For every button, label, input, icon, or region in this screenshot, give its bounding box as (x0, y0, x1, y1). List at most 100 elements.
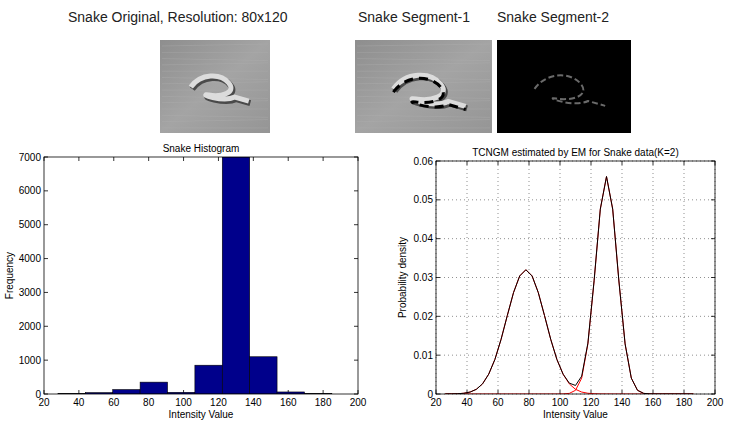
y-tick-label: 7000 (19, 152, 42, 163)
y-tick (44, 326, 48, 327)
image-texture (357, 109, 490, 110)
x-tick-top (218, 157, 219, 161)
y-tick-right (711, 355, 715, 356)
image-texture (357, 127, 490, 128)
x-tick-top (684, 161, 685, 165)
y-tick (44, 292, 48, 293)
x-tick-top (529, 161, 530, 165)
y-tick (44, 258, 48, 259)
y-tick-label: 5000 (19, 219, 42, 230)
figure: Snake Original, Resolution: 80x120 Snake … (0, 0, 733, 427)
image-ground (160, 40, 270, 133)
x-axis-title: Intensity Value (169, 409, 234, 420)
x-tick-top (183, 157, 184, 161)
density-line (445, 270, 693, 394)
x-tick-label: 140 (245, 397, 262, 408)
y-tick-label: 1000 (19, 355, 42, 366)
x-tick-top (78, 157, 79, 161)
grid-line (436, 316, 715, 317)
x-tick-top (591, 161, 592, 165)
x-tick (684, 390, 685, 394)
x-tick-label: 160 (645, 397, 662, 408)
y-tick-label: 6000 (19, 185, 42, 196)
image-shape (393, 78, 465, 109)
image-texture (357, 90, 490, 91)
y-tick-right (711, 238, 715, 239)
image-texture (162, 71, 268, 72)
x-tick-top (560, 161, 561, 165)
y-tick (44, 224, 48, 225)
x-tick-label: 60 (108, 397, 120, 408)
image-ground (497, 40, 631, 133)
x-tick-top (148, 157, 149, 161)
x-tick (467, 390, 468, 394)
image-title: Snake Segment-1 (358, 9, 470, 25)
image-panel (497, 40, 631, 133)
x-tick-top (653, 161, 654, 165)
grid (436, 161, 715, 394)
y-tick (44, 190, 48, 191)
image-texture (357, 71, 490, 72)
image-shape (191, 76, 249, 101)
image-panel (160, 40, 270, 133)
x-tick (529, 390, 530, 394)
y-tick-label: 0 (427, 389, 433, 400)
y-tick-label: 3000 (19, 287, 42, 298)
plot-area (436, 161, 715, 394)
x-tick-label: 180 (315, 397, 332, 408)
histogram-bar (140, 382, 167, 394)
y-tick-label: 4000 (19, 253, 42, 264)
x-tick-label: 200 (707, 397, 724, 408)
histogram-bar (222, 157, 249, 394)
x-tick-label: 160 (280, 397, 297, 408)
x-tick-label: 80 (143, 397, 155, 408)
y-tick-label: 0.03 (414, 272, 434, 283)
x-tick-label: 180 (676, 397, 693, 408)
image-texture (357, 120, 490, 122)
data-layer (58, 157, 332, 394)
grid-line (622, 161, 623, 394)
image-texture (357, 115, 490, 117)
axes: 2040608010012014016018020000.010.020.030… (397, 147, 724, 420)
y-tick-label: 0.05 (414, 194, 434, 205)
y-tick-label: 0.02 (414, 311, 434, 322)
x-tick (498, 390, 499, 394)
image-panel (355, 40, 492, 133)
image-texture (357, 63, 490, 65)
x-tick (653, 390, 654, 394)
image-texture (162, 127, 268, 128)
image-texture (162, 44, 268, 46)
y-tick (44, 360, 48, 361)
y-tick-right (354, 224, 358, 225)
x-tick-label: 80 (523, 397, 535, 408)
chart-title: TCNGM estimated by EM for Snake data(K=2… (472, 147, 678, 158)
image-texture (162, 120, 268, 122)
image-texture (162, 109, 268, 110)
image-texture (357, 59, 490, 61)
grid-line (467, 161, 468, 394)
y-tick-label: 0.06 (414, 156, 434, 167)
image-texture (357, 52, 490, 53)
y-tick-label: 0.01 (414, 350, 434, 361)
image-title: Snake Original, Resolution: 80x120 (68, 9, 288, 25)
grid-line (498, 161, 499, 394)
image-titles: Snake Original, Resolution: 80x120 Snake … (68, 9, 609, 25)
image-texture (162, 82, 268, 84)
y-tick-label: 0 (35, 389, 41, 400)
y-tick-right (354, 326, 358, 327)
histogram-bar (195, 365, 222, 394)
grid-line (591, 161, 592, 394)
y-tick-right (354, 258, 358, 259)
plot-area (44, 157, 358, 394)
image-texture (162, 90, 268, 91)
y-axis-title: Probability density (397, 237, 408, 318)
y-tick (436, 199, 440, 200)
x-tick-label: 100 (175, 397, 192, 408)
x-tick-top (288, 157, 289, 161)
grid-line (436, 277, 715, 278)
y-tick-label: 0.04 (414, 233, 434, 244)
y-tick-label: 2000 (19, 321, 42, 332)
y-tick (436, 316, 440, 317)
grid-line (436, 238, 715, 239)
x-tick-top (113, 157, 114, 161)
